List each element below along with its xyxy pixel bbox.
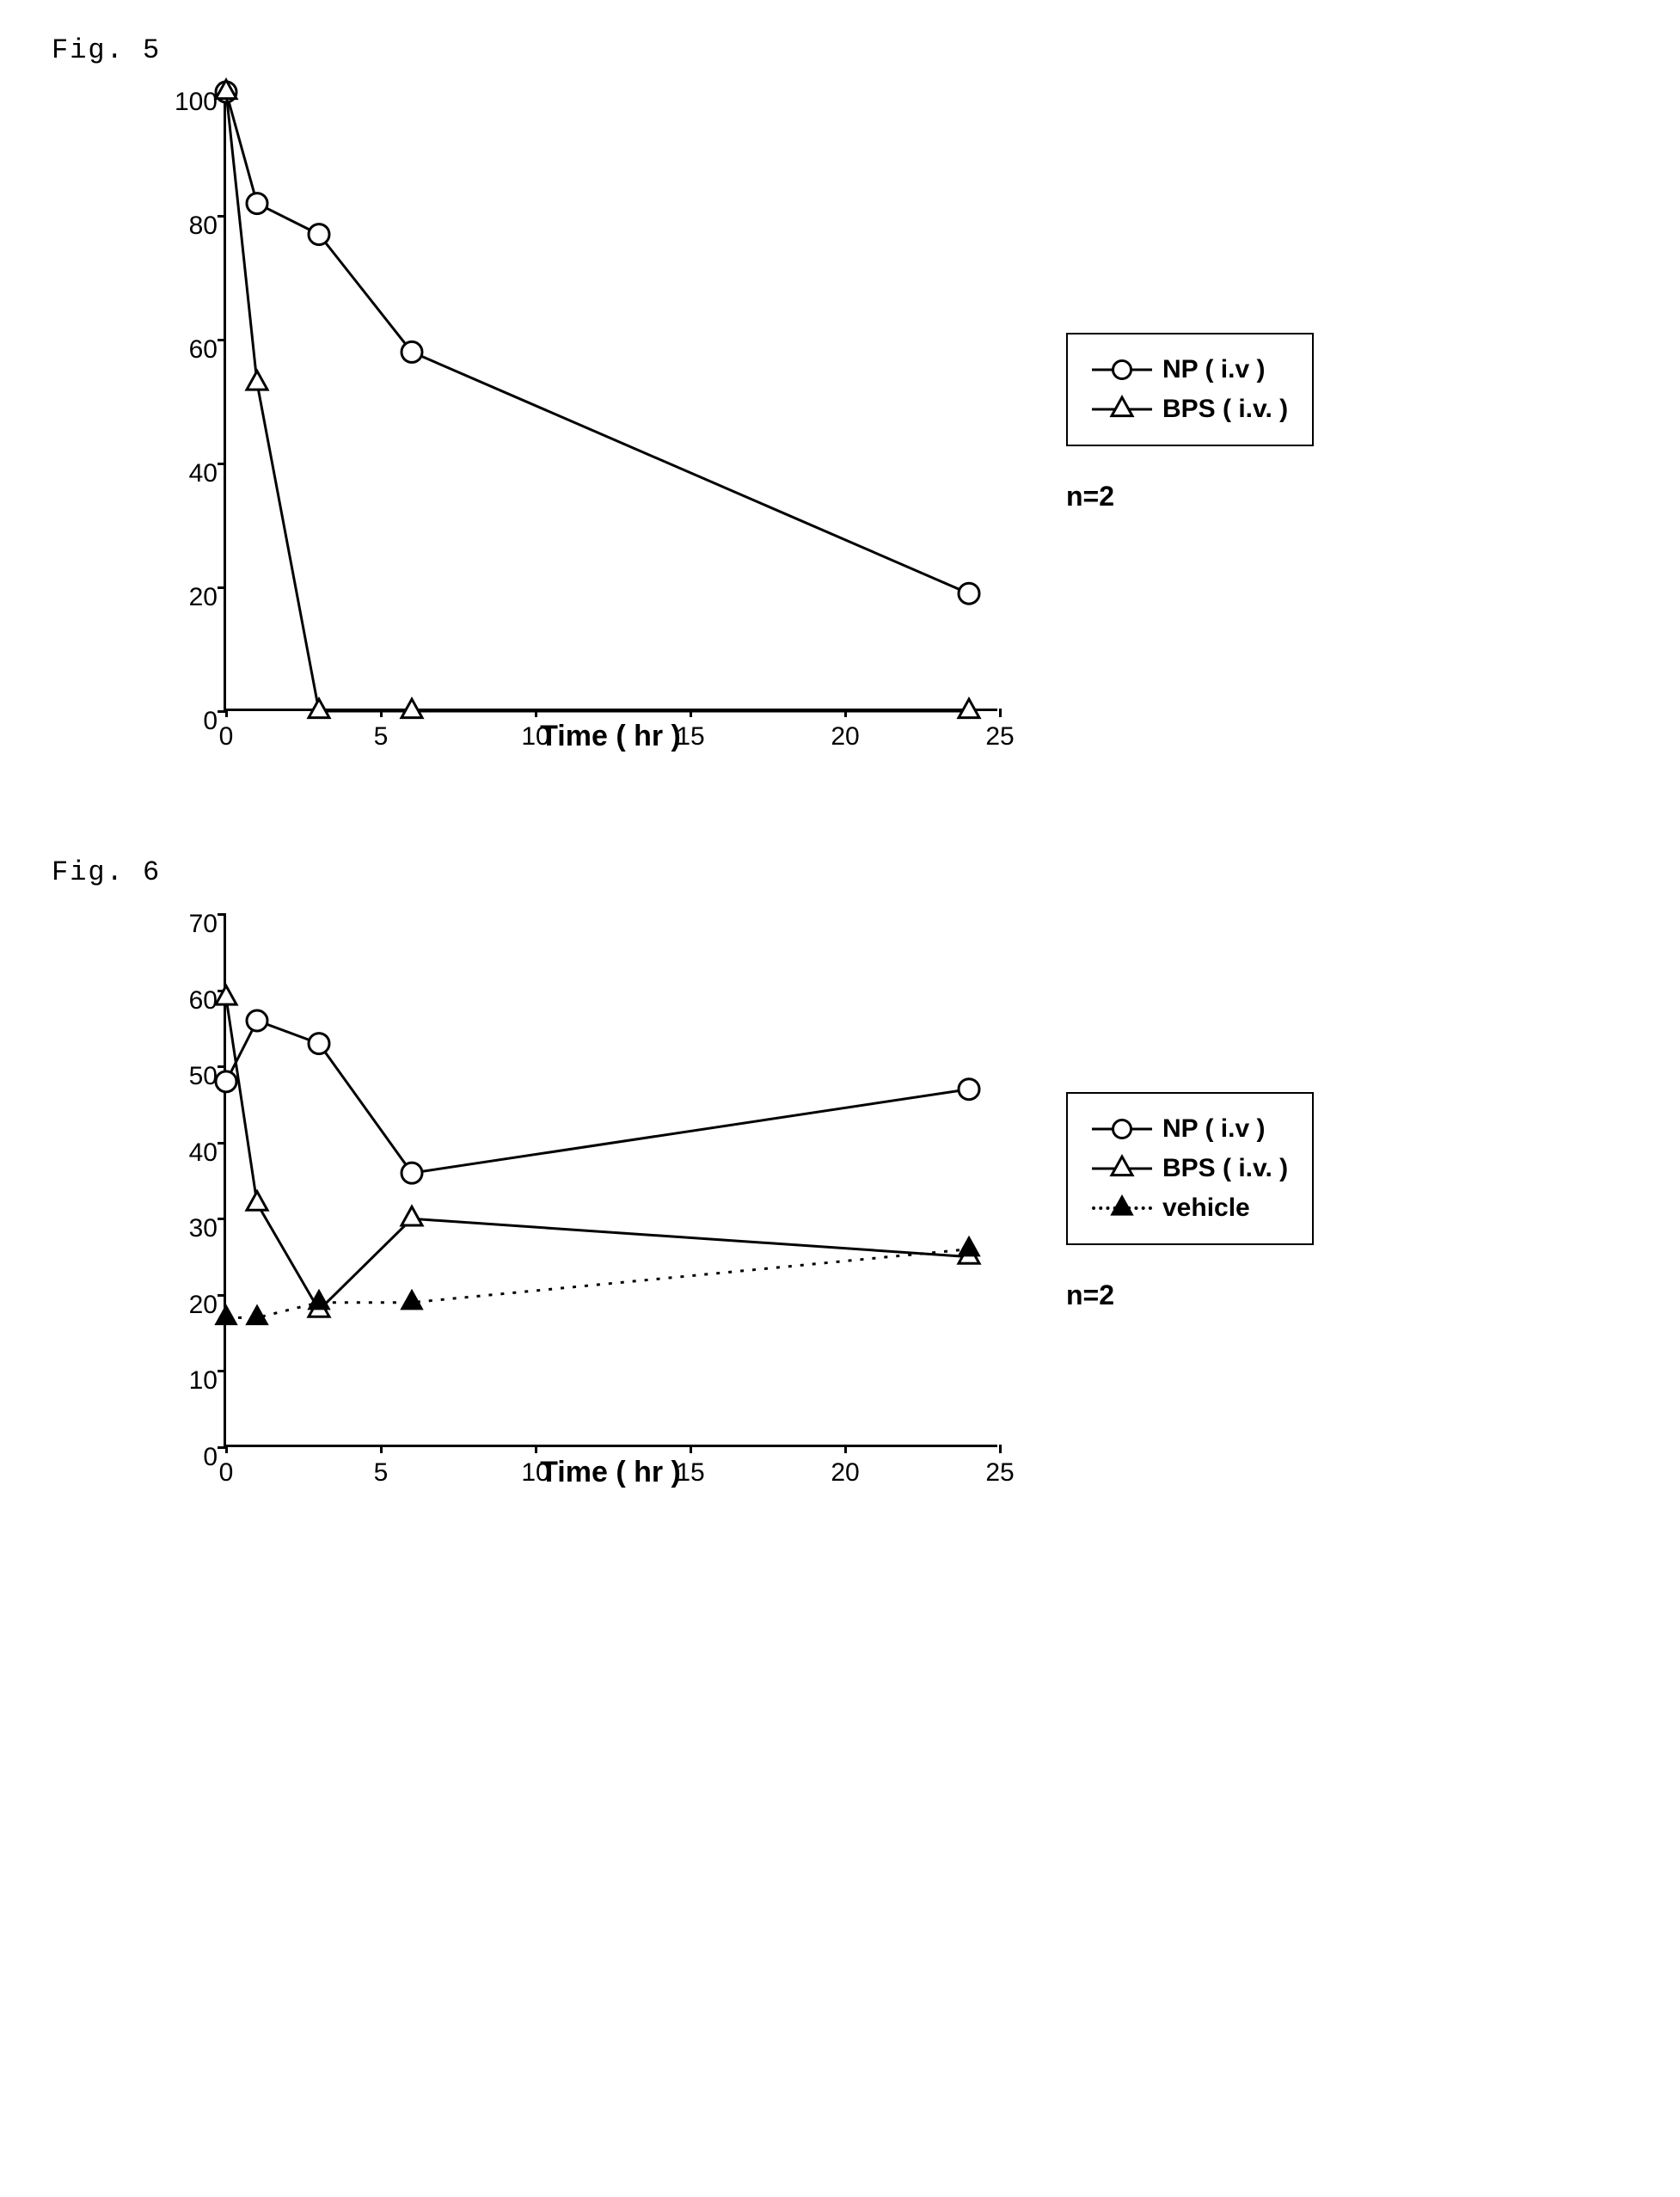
y-tick-label: 40 [157, 1138, 218, 1168]
fig5-legend: NP ( i.v ) BPS ( i.v. ) [1066, 333, 1314, 446]
series-marker [247, 371, 267, 390]
legend-marker [1092, 1195, 1152, 1221]
fig6-label: Fig. 6 [52, 856, 1628, 888]
legend-marker [1092, 396, 1152, 422]
legend-label: BPS ( i.v. ) [1162, 395, 1288, 424]
fig6-chart-block: Plasma cAMP level ( pmol/ml ) 0102030405… [224, 914, 1628, 1489]
x-tick-label: 25 [985, 722, 1014, 752]
series-line [226, 1021, 969, 1173]
y-tick-label: 30 [157, 1214, 218, 1243]
fig6-annotation: n=2 [1066, 1280, 1114, 1311]
y-tick-label: 20 [157, 583, 218, 612]
y-tick-label: 70 [157, 910, 218, 939]
series-marker [402, 1163, 422, 1183]
series-marker [216, 1306, 236, 1325]
series-marker [309, 1034, 329, 1054]
legend-item: BPS ( i.v. ) [1092, 390, 1288, 429]
series-marker [247, 1010, 267, 1031]
x-tick-label: 25 [985, 1458, 1014, 1488]
legend-label: BPS ( i.v. ) [1162, 1154, 1288, 1183]
legend-item: NP ( i.v ) [1092, 350, 1288, 390]
fig6-plot-area: 0102030405060700510152025 [224, 914, 997, 1447]
y-tick-label: 40 [157, 459, 218, 488]
fig5-x-label: Time ( hr ) [224, 720, 997, 753]
y-tick-label: 0 [157, 1443, 218, 1472]
x-tick-label: 0 [219, 722, 234, 752]
y-tick-label: 60 [157, 335, 218, 365]
legend-item: vehicle [1092, 1188, 1288, 1228]
fig6-chart-frame: Plasma cAMP level ( pmol/ml ) 0102030405… [224, 914, 997, 1489]
y-tick-label: 80 [157, 212, 218, 241]
legend-marker [1092, 357, 1152, 383]
y-tick-label: 20 [157, 1291, 218, 1320]
fig6-side: NP ( i.v ) BPS ( i.v. ) vehicle n=2 [1066, 1092, 1314, 1311]
series-marker [247, 193, 267, 214]
series-line [226, 997, 969, 1310]
x-tick-label: 5 [374, 1458, 389, 1488]
series-marker [309, 224, 329, 245]
x-tick-label: 0 [219, 1458, 234, 1488]
series-marker [402, 341, 422, 362]
y-tick-label: 10 [157, 1366, 218, 1396]
series-marker [402, 699, 422, 718]
series-line [226, 92, 969, 711]
series-marker [216, 1071, 236, 1092]
fig5-chart-frame: BPS % injected dose 02040608010005101520… [224, 92, 997, 753]
legend-item: BPS ( i.v. ) [1092, 1149, 1288, 1188]
fig5-side: NP ( i.v ) BPS ( i.v. ) n=2 [1066, 333, 1314, 512]
x-tick-label: 5 [374, 722, 389, 752]
fig6-x-label: Time ( hr ) [224, 1456, 997, 1489]
fig6-legend: NP ( i.v ) BPS ( i.v. ) vehicle [1066, 1092, 1314, 1245]
legend-label: NP ( i.v ) [1162, 1114, 1265, 1144]
x-tick-label: 10 [521, 1458, 549, 1488]
series-marker [247, 1192, 267, 1211]
series-marker [959, 583, 979, 604]
x-tick-label: 15 [676, 722, 704, 752]
y-tick-label: 0 [157, 707, 218, 736]
series-marker [402, 1291, 422, 1310]
legend-label: vehicle [1162, 1194, 1250, 1223]
x-tick-label: 20 [831, 1458, 859, 1488]
fig5-chart-block: BPS % injected dose 02040608010005101520… [224, 92, 1628, 753]
series-line [226, 92, 969, 593]
legend-label: NP ( i.v ) [1162, 355, 1265, 384]
y-tick-label: 100 [157, 88, 218, 117]
series-marker [959, 1237, 979, 1256]
legend-marker [1092, 1116, 1152, 1142]
y-tick-label: 50 [157, 1062, 218, 1091]
x-tick-label: 15 [676, 1458, 704, 1488]
series-marker [309, 699, 329, 718]
fig5-plot-area: 0204060801000510152025 [224, 92, 997, 711]
series-marker [402, 1206, 422, 1225]
legend-item: NP ( i.v ) [1092, 1109, 1288, 1149]
series-marker [959, 1079, 979, 1100]
fig5-annotation: n=2 [1066, 481, 1114, 512]
legend-marker [1092, 1156, 1152, 1181]
y-tick-label: 60 [157, 986, 218, 1016]
series-line [226, 1249, 969, 1318]
x-tick-label: 10 [521, 722, 549, 752]
series-marker [959, 699, 979, 718]
fig5-label: Fig. 5 [52, 34, 1628, 66]
x-tick-label: 20 [831, 722, 859, 752]
